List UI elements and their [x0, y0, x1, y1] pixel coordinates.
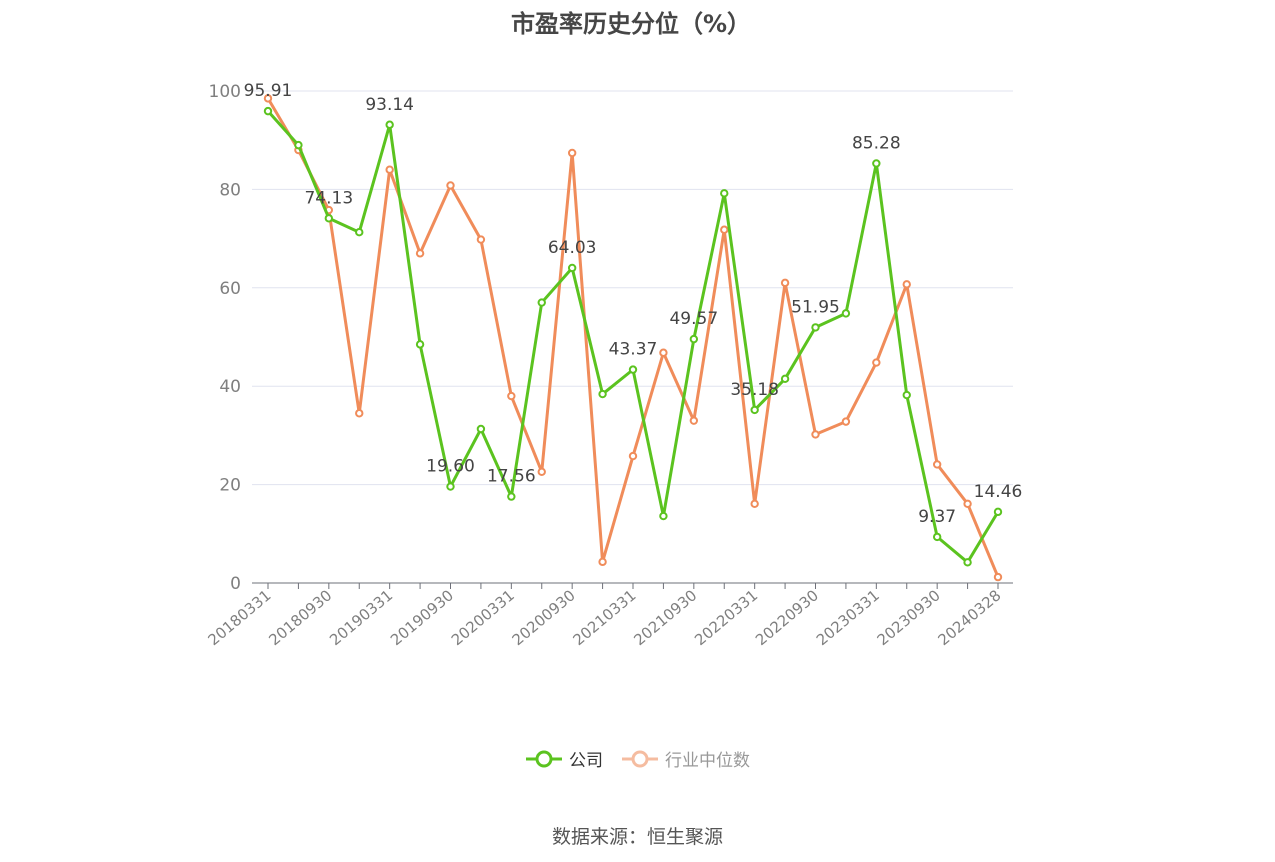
- company-point: [750, 405, 759, 415]
- industry-point: [598, 557, 607, 567]
- y-axis: 0 20 40 60 80 100: [209, 82, 241, 594]
- data-label: 9.37: [918, 507, 956, 527]
- data-label: 43.37: [609, 340, 658, 360]
- industry-point: [385, 165, 394, 174]
- industry-point: [507, 391, 516, 401]
- legend-item-industry[interactable]: 行业中位数: [621, 746, 750, 771]
- data-label: 35.18: [730, 380, 779, 400]
- data-label: 19.60: [426, 457, 475, 477]
- x-tick-label: 20180930: [265, 586, 335, 649]
- x-tick-label: 20200930: [509, 586, 579, 649]
- company-point: [841, 309, 851, 318]
- industry-point: [902, 280, 911, 289]
- industry-point: [963, 499, 972, 508]
- x-tick-label: 20210331: [570, 586, 640, 649]
- legend-industry-label: 行业中位数: [665, 751, 750, 771]
- company-point: [294, 140, 303, 150]
- company-point: [872, 159, 881, 168]
- legend-item-company[interactable]: 公司: [525, 746, 603, 771]
- company-point: [446, 482, 455, 491]
- industry-point: [993, 572, 1003, 582]
- industry-point: [689, 416, 699, 425]
- industry-point: [872, 358, 881, 367]
- company-point: [324, 214, 334, 223]
- industry-point: [537, 467, 546, 477]
- x-tick-label: 20190930: [387, 586, 457, 649]
- x-tick-label: 20240328: [935, 586, 1005, 649]
- data-label: 14.46: [974, 482, 1023, 502]
- industry-point: [263, 94, 273, 103]
- industry-point: [811, 430, 820, 439]
- x-tick-label: 20180331: [205, 586, 275, 649]
- x-tick-label: 20220331: [691, 586, 761, 649]
- company-point: [963, 558, 972, 567]
- industry-point: [355, 409, 364, 418]
- company-point: [659, 511, 668, 521]
- company-point: [932, 532, 942, 542]
- chart-title: 市盈率历史分位（%）: [510, 10, 752, 38]
- industry-point: [446, 181, 455, 190]
- x-tick-label: 20210930: [630, 586, 700, 649]
- industry-point: [567, 148, 577, 158]
- company-point: [720, 189, 729, 198]
- industry-point: [932, 460, 942, 469]
- y-tick-label: 100: [209, 82, 241, 102]
- company-point: [598, 389, 607, 399]
- data-source: 数据来源：恒生聚源: [551, 826, 723, 848]
- y-tick-label: 80: [219, 180, 241, 200]
- x-tick-label: 20200331: [448, 586, 518, 649]
- company-point: [263, 106, 273, 116]
- x-tick-label: 20220930: [752, 586, 822, 649]
- x-tick-label: 20230930: [874, 586, 944, 649]
- industry-point: [628, 451, 638, 461]
- x-tick-label: 20230331: [813, 586, 883, 649]
- company-point: [415, 340, 425, 349]
- industry-point: [415, 249, 425, 258]
- company-point: [355, 228, 364, 237]
- x-tick-label: 20190331: [326, 586, 396, 649]
- company-point: [385, 120, 394, 129]
- data-label: 49.57: [669, 309, 718, 329]
- company-point: [507, 492, 516, 501]
- line-chart: 0 20 40 60 80 100 201803312018093020190331201…: [205, 81, 1023, 649]
- data-label: 85.28: [852, 133, 901, 153]
- x-axis: 2018033120180930201903312019093020200331…: [205, 582, 1013, 649]
- legend: 公司 行业中位数: [0, 746, 1275, 771]
- company-point: [628, 365, 638, 374]
- legend-company-swatch-icon: [526, 750, 562, 767]
- company-point: [902, 390, 911, 400]
- company-point: [993, 507, 1003, 517]
- data-label: 64.03: [548, 238, 597, 258]
- data-labels: 95.91 74.13 93.14 19.60 17.56 64.03 43.37 49.57…: [244, 81, 1023, 527]
- company-point: [689, 334, 699, 344]
- company-point: [811, 323, 820, 332]
- industry-point: [750, 499, 759, 508]
- company-point: [567, 263, 577, 273]
- legend-company-label: 公司: [569, 751, 603, 771]
- data-label: 51.95: [791, 297, 840, 317]
- company-point: [537, 298, 546, 307]
- industry-point: [720, 225, 729, 234]
- company-point: [780, 374, 790, 384]
- company-point: [476, 424, 486, 434]
- industry-point: [780, 278, 790, 288]
- industry-point: [659, 348, 668, 357]
- data-label: 74.13: [304, 188, 353, 208]
- y-tick-label: 20: [219, 476, 241, 496]
- y-tick-label: 40: [219, 377, 241, 397]
- data-label: 95.91: [244, 81, 293, 101]
- y-tick-label: 0: [230, 574, 241, 594]
- series-layer: [263, 94, 1003, 582]
- industry-point: [476, 235, 486, 244]
- data-label: 93.14: [365, 95, 414, 115]
- industry-point: [841, 417, 851, 426]
- grid-lines: [252, 90, 1013, 486]
- company-series-line: [266, 110, 1000, 564]
- legend-industry-swatch-icon: [622, 750, 658, 767]
- data-label: 17.56: [487, 467, 536, 487]
- y-tick-label: 60: [219, 279, 241, 299]
